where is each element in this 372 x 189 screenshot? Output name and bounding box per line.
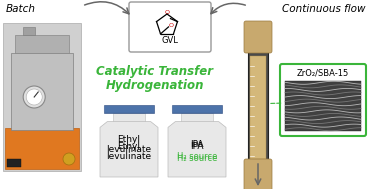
Bar <box>172 105 222 113</box>
Text: O: O <box>169 23 174 28</box>
Text: Ethyl: Ethyl <box>118 142 141 151</box>
Text: Continuous flow: Continuous flow <box>282 4 366 14</box>
Bar <box>5 128 79 169</box>
Text: IPA: IPA <box>190 140 204 149</box>
FancyBboxPatch shape <box>244 21 272 53</box>
FancyBboxPatch shape <box>280 64 366 136</box>
Bar <box>285 81 361 131</box>
Bar <box>23 27 35 35</box>
Text: IPA: IPA <box>190 142 204 151</box>
Polygon shape <box>100 122 158 177</box>
Text: O: O <box>165 10 170 15</box>
Text: levulinate: levulinate <box>106 152 151 161</box>
Bar <box>105 105 154 113</box>
Text: H₂ source: H₂ source <box>177 154 217 163</box>
Polygon shape <box>168 122 226 177</box>
Circle shape <box>26 89 42 105</box>
Bar <box>3 23 81 171</box>
Circle shape <box>63 153 75 165</box>
Bar <box>7 159 21 167</box>
Text: Hydrogenation: Hydrogenation <box>106 78 204 91</box>
Bar <box>248 26 268 181</box>
FancyBboxPatch shape <box>244 159 272 189</box>
Text: ZrO₂/SBA-15: ZrO₂/SBA-15 <box>297 69 349 78</box>
Text: Batch: Batch <box>6 4 36 14</box>
Circle shape <box>23 86 45 108</box>
Text: Catalytic Transfer: Catalytic Transfer <box>96 64 214 77</box>
Text: Ethyl
levulinate: Ethyl levulinate <box>106 135 151 154</box>
Bar <box>181 113 213 122</box>
Bar <box>15 35 69 53</box>
FancyBboxPatch shape <box>129 2 211 52</box>
Text: H₂ source: H₂ source <box>177 152 217 161</box>
Bar <box>250 56 266 159</box>
Bar <box>11 53 73 130</box>
Bar <box>113 113 145 122</box>
Text: GVL: GVL <box>161 36 179 45</box>
